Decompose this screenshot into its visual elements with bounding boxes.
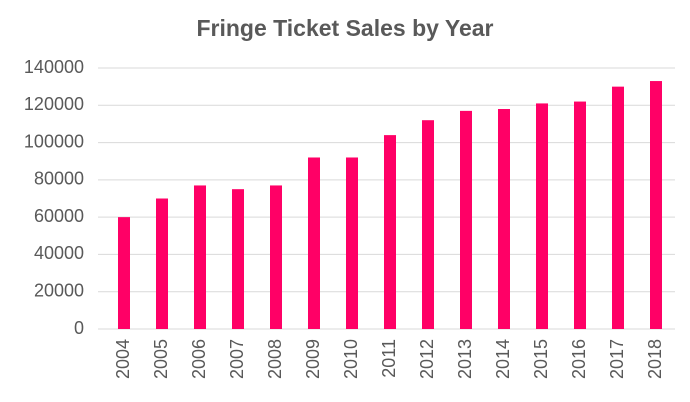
- x-tick-label: 2014: [493, 339, 513, 379]
- x-tick-label: 2007: [227, 339, 247, 379]
- x-tick-label: 2011: [379, 339, 399, 378]
- bar: [574, 101, 586, 329]
- x-tick-label: 2010: [341, 339, 361, 379]
- bar: [194, 185, 206, 329]
- bar: [536, 103, 548, 330]
- x-tick-label: 2013: [455, 339, 475, 379]
- x-tick-label: 2009: [303, 339, 323, 379]
- bar: [156, 198, 168, 329]
- bar: [498, 109, 510, 329]
- bar: [308, 157, 320, 329]
- x-tick-label: 2018: [645, 339, 665, 379]
- y-tick-label: 0: [74, 318, 84, 338]
- x-tick-label: 2004: [113, 339, 133, 379]
- x-tick-label: 2005: [151, 339, 171, 379]
- y-tick-label: 20000: [34, 280, 84, 300]
- bar: [270, 185, 282, 329]
- y-tick-label: 80000: [34, 169, 84, 189]
- y-tick-label: 60000: [34, 206, 84, 226]
- x-tick-label: 2008: [265, 339, 285, 379]
- x-tick-label: 2006: [189, 339, 209, 379]
- y-tick-label: 120000: [24, 94, 84, 114]
- bar: [118, 217, 130, 329]
- bar: [650, 81, 662, 329]
- x-tick-label: 2015: [531, 339, 551, 379]
- bar: [232, 189, 244, 329]
- y-tick-label: 100000: [24, 131, 84, 151]
- x-tick-label: 2017: [607, 339, 627, 379]
- bar: [346, 157, 358, 329]
- x-tick-label: 2012: [417, 339, 437, 379]
- y-tick-label: 40000: [34, 243, 84, 263]
- y-tick-label: 140000: [24, 57, 84, 77]
- chart-title: Fringe Ticket Sales by Year: [196, 15, 493, 41]
- bar: [612, 86, 624, 330]
- x-tick-label: 2016: [569, 339, 589, 379]
- bar: [422, 120, 434, 329]
- bar: [384, 135, 396, 329]
- bar: [460, 110, 472, 329]
